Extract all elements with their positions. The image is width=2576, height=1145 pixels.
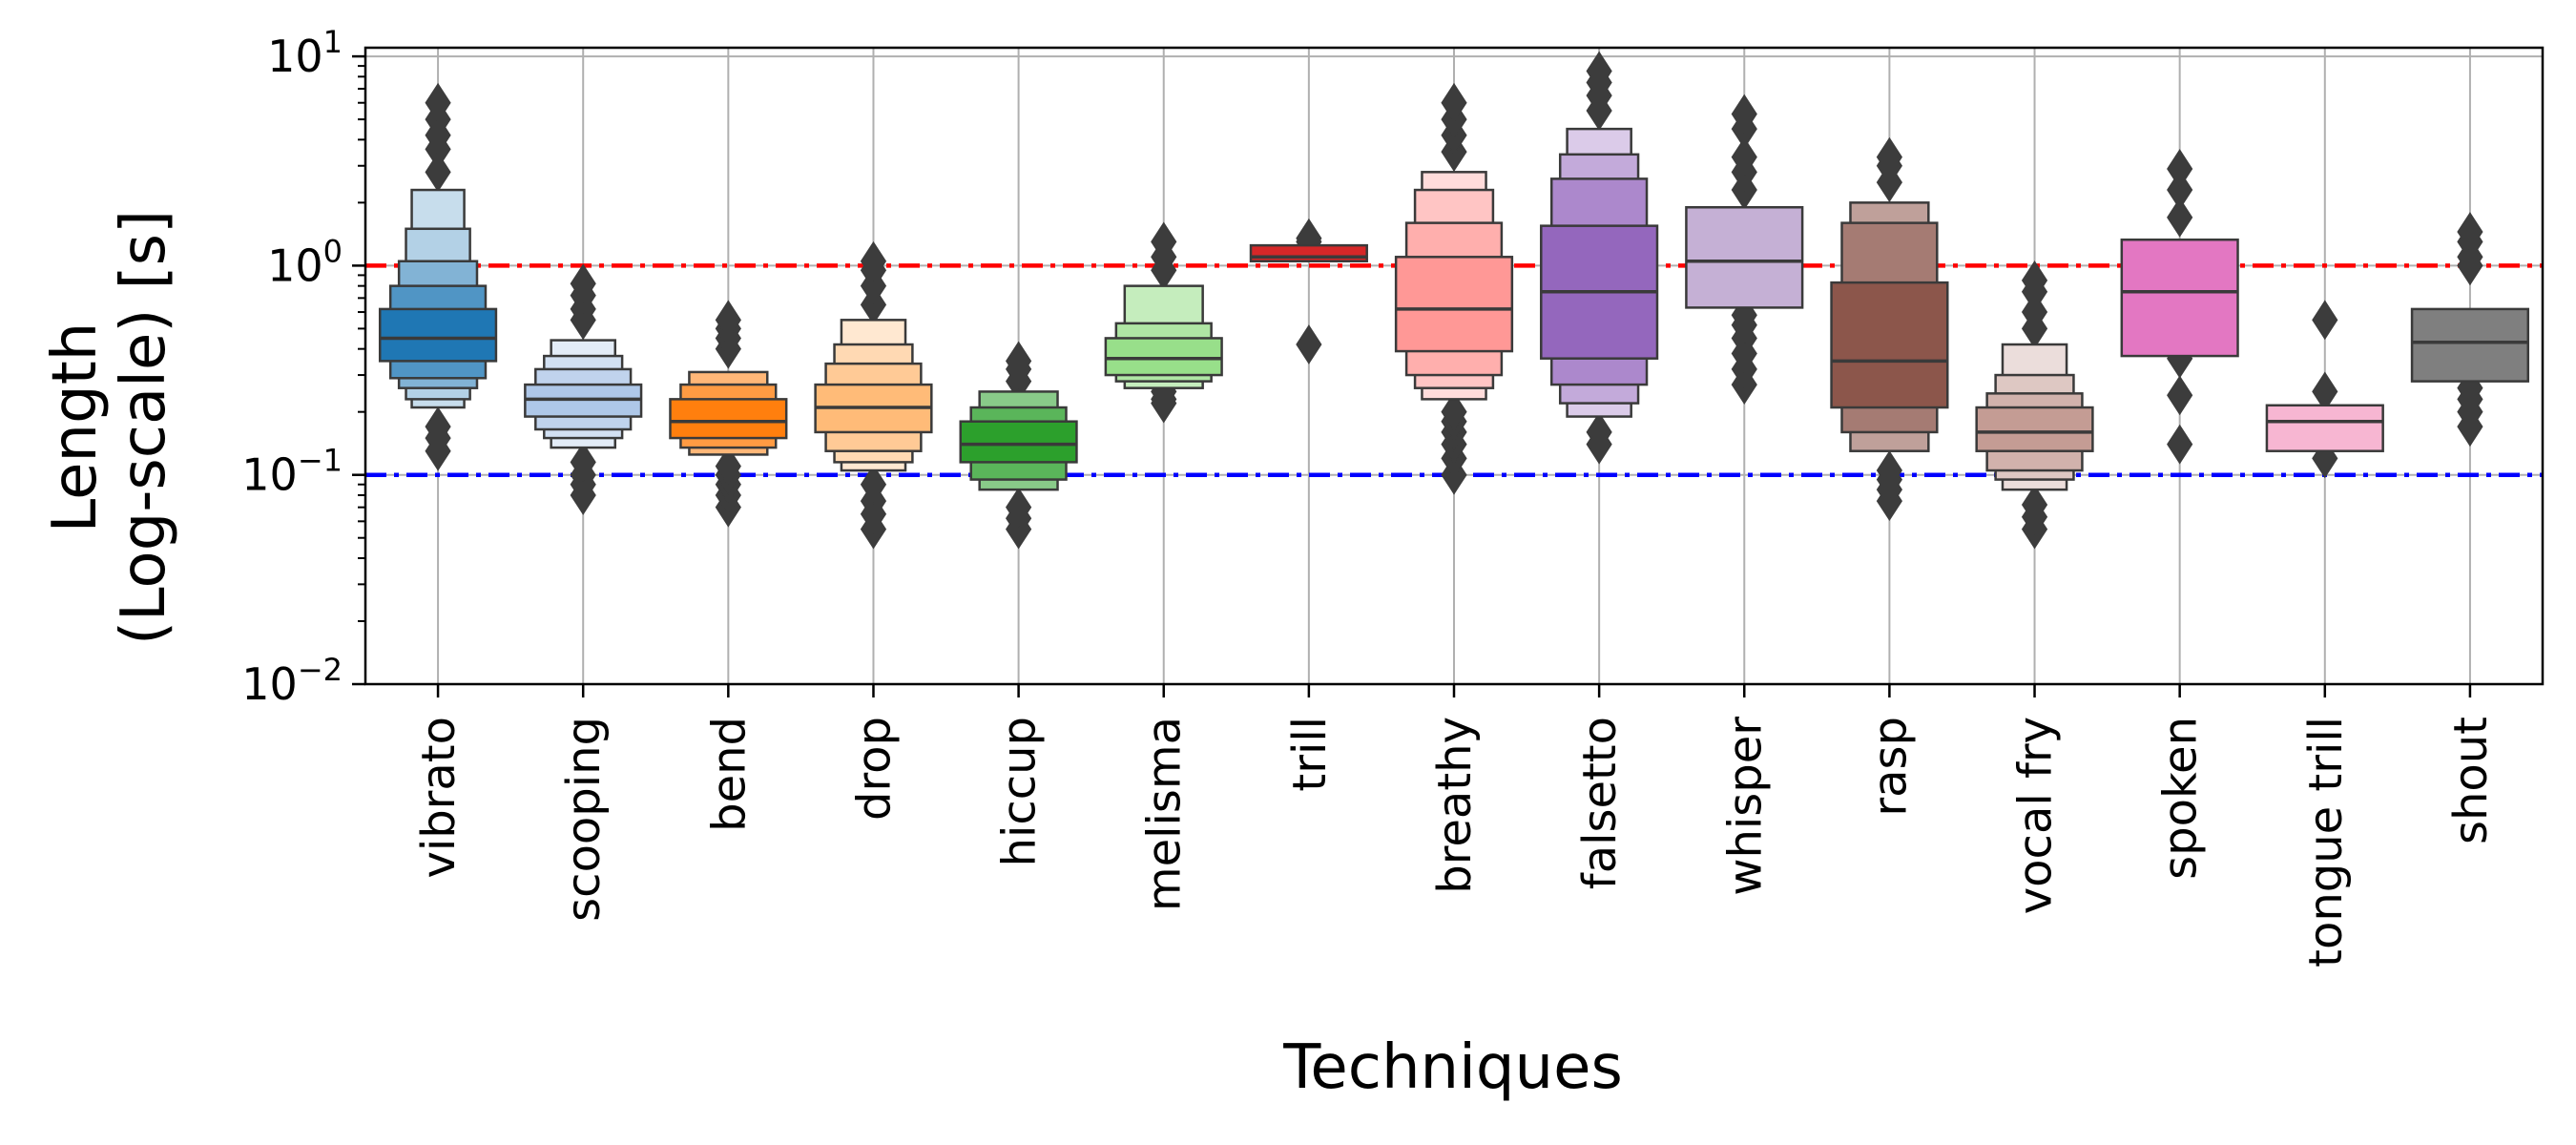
outlier-point bbox=[2457, 212, 2483, 252]
outlier-point bbox=[860, 464, 887, 505]
outlier-point bbox=[1441, 82, 1467, 123]
boxen-spoken bbox=[2120, 149, 2239, 465]
outlier-point bbox=[2312, 300, 2338, 341]
x-tick-label: spoken bbox=[2154, 717, 2208, 880]
letter-value-box bbox=[1685, 206, 1804, 309]
boxen-hiccup bbox=[959, 341, 1078, 550]
y-tick-label: 101 bbox=[267, 24, 343, 82]
x-tick-label: shout bbox=[2444, 717, 2498, 844]
x-tick-label: vibrato bbox=[412, 717, 466, 879]
x-tick-label: whisper bbox=[1718, 717, 1772, 896]
y-axis-title-line-1: Length bbox=[40, 323, 111, 533]
outlier-point bbox=[715, 300, 741, 341]
letter-value-box bbox=[1249, 243, 1368, 262]
outlier-point bbox=[1586, 412, 1612, 452]
x-tick-label: vocal fry bbox=[2009, 717, 2063, 914]
boxes-layer bbox=[378, 51, 2530, 550]
letter-value-box bbox=[1830, 281, 1949, 409]
boxen-bend bbox=[669, 300, 788, 528]
x-axis-title: Techniques bbox=[1282, 1032, 1623, 1103]
letter-value-box bbox=[669, 398, 788, 440]
x-tick-label: tongue trill bbox=[2299, 717, 2353, 968]
letter-value-box bbox=[959, 420, 1078, 464]
outlier-point bbox=[1731, 136, 1757, 177]
boxen-scooping bbox=[524, 263, 643, 515]
outlier-point bbox=[2167, 149, 2193, 189]
outlier-point bbox=[2167, 197, 2193, 238]
x-tick-label: trill bbox=[1283, 717, 1337, 792]
outlier-point bbox=[2021, 292, 2048, 332]
letter-value-box bbox=[1104, 337, 1223, 377]
axis-ticks: 10−2 10−1 100 101 vibrato scooping bend drop hic… bbox=[241, 24, 2498, 968]
boxen-breathy bbox=[1394, 82, 1514, 495]
boxen-falsetto bbox=[1540, 51, 1659, 465]
x-tick-label: bend bbox=[702, 717, 756, 832]
x-tick-label: rasp bbox=[1863, 717, 1917, 817]
outlier-point bbox=[1296, 324, 1322, 364]
y-tick-label: 10−1 bbox=[241, 443, 343, 501]
outlier-point bbox=[860, 240, 887, 281]
outlier-point bbox=[1006, 487, 1032, 528]
outlier-point bbox=[1876, 450, 1902, 490]
outlier-point bbox=[2021, 260, 2048, 301]
x-tick-label: falsetto bbox=[1573, 717, 1627, 889]
outlier-point bbox=[570, 442, 596, 483]
outlier-point bbox=[570, 263, 596, 304]
outlier-point bbox=[1151, 221, 1177, 262]
letter-value-box bbox=[2410, 307, 2530, 383]
letter-value-box bbox=[1394, 256, 1514, 353]
boxen-vibrato bbox=[378, 82, 498, 471]
outlier-point bbox=[425, 406, 451, 448]
x-tick-label: melisma bbox=[1138, 717, 1192, 911]
outlier-point bbox=[1006, 341, 1032, 382]
outlier-point bbox=[715, 446, 741, 487]
y-tick-label: 100 bbox=[267, 233, 343, 291]
boxen-melisma bbox=[1104, 221, 1223, 424]
outlier-point bbox=[1586, 51, 1612, 92]
boxen-drop bbox=[814, 240, 933, 550]
x-tick-label: scooping bbox=[557, 717, 611, 922]
letter-value-box bbox=[1975, 406, 2094, 452]
y-axis-title-line-2: (Log-scale) [s] bbox=[109, 210, 179, 645]
outlier-point bbox=[425, 82, 451, 123]
boxen-tongue-trill bbox=[2265, 300, 2384, 479]
outlier-point bbox=[2021, 485, 2048, 525]
boxen-shout bbox=[2410, 212, 2530, 448]
boxen-rasp bbox=[1830, 136, 1949, 522]
outlier-point bbox=[1731, 94, 1757, 135]
outlier-point bbox=[2167, 170, 2193, 210]
x-tick-label: hiccup bbox=[993, 717, 1047, 866]
outlier-point bbox=[1441, 391, 1467, 432]
letter-value-box bbox=[378, 307, 498, 363]
outlier-point bbox=[1876, 136, 1902, 177]
x-tick-label: drop bbox=[847, 717, 901, 821]
outlier-point bbox=[2167, 375, 2193, 416]
boxen-trill bbox=[1249, 218, 1368, 364]
outlier-point bbox=[2167, 424, 2193, 465]
x-tick-label: breathy bbox=[1428, 717, 1482, 894]
y-axis-title: Length (Log-scale) [s] bbox=[40, 210, 179, 645]
boxen-whisper bbox=[1685, 94, 1804, 406]
letter-value-box bbox=[2120, 238, 2239, 358]
letter-value-box bbox=[2265, 404, 2384, 452]
y-tick-label: 10−2 bbox=[241, 652, 343, 710]
boxen-vocal-fry bbox=[1975, 260, 2094, 550]
